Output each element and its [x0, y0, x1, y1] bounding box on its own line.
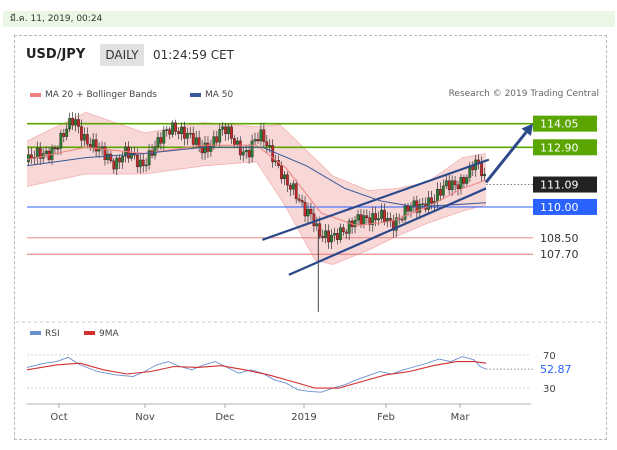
legend-ma20: MA 20 + Bollinger Bands	[30, 89, 157, 101]
ma50-swatch	[190, 92, 201, 97]
currency-pair-title: USD/JPY	[26, 47, 86, 62]
legend-ma50-label: MA 50	[205, 90, 234, 100]
research-credit: Research © 2019 Trading Central	[448, 89, 599, 99]
chart-time: 01:24:59 CET	[153, 48, 234, 62]
ma20-swatch	[30, 92, 41, 97]
legend-ma50: MA 50	[190, 89, 233, 101]
legend-ma20-label: MA 20 + Bollinger Bands	[45, 90, 157, 100]
chart-frame	[14, 35, 607, 440]
date-bar: มี.ค. 11, 2019, 00:24	[3, 11, 615, 27]
timeframe-badge[interactable]: DAILY	[100, 44, 144, 66]
